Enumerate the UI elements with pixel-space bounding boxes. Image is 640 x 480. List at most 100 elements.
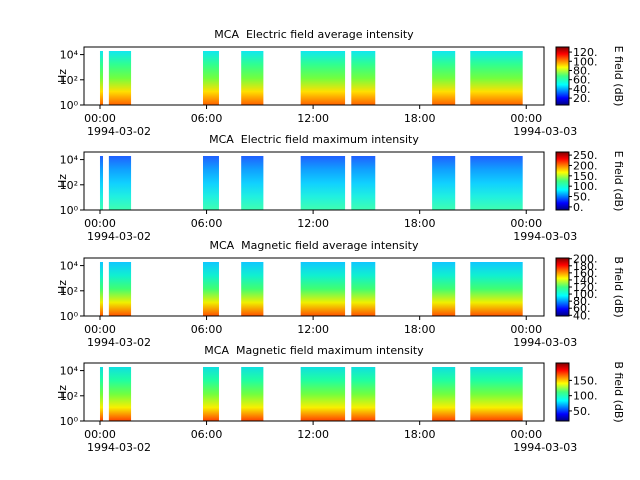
spectrogram-segment bbox=[432, 51, 456, 105]
spectrogram-segment bbox=[241, 262, 264, 316]
y-axis-label: Hz bbox=[56, 280, 69, 294]
colorbar-label: B field (dB) bbox=[612, 361, 625, 422]
x-tick-label: 00:00 bbox=[510, 217, 542, 230]
spectrogram-segment bbox=[99, 51, 104, 105]
x-tick-label: 00:00 bbox=[510, 112, 542, 125]
x-tick-label: 18:00 bbox=[404, 217, 436, 230]
colorbar-tick-label: 120. bbox=[573, 281, 598, 294]
colorbar-label: E field (dB) bbox=[612, 46, 625, 107]
colorbar-tick-label: 200. bbox=[573, 159, 598, 172]
panel-title: MCA Electric field maximum intensity bbox=[209, 133, 419, 146]
x-date-label: 1994-03-03 bbox=[513, 230, 577, 243]
spectrogram-segment bbox=[470, 367, 523, 421]
colorbar-tick-label: 50. bbox=[573, 191, 591, 204]
colorbar-tick-label: 100. bbox=[573, 288, 598, 301]
colorbar-tick-label: 180. bbox=[573, 260, 598, 273]
spectrogram-segment bbox=[300, 156, 346, 210]
spectrogram-segment bbox=[99, 262, 104, 316]
x-tick-label: 12:00 bbox=[297, 217, 329, 230]
x-date-label: 1994-03-02 bbox=[87, 230, 151, 243]
spectrogram-segment bbox=[99, 367, 104, 421]
y-tick-label: 10² bbox=[60, 285, 78, 298]
colorbar-frame bbox=[555, 151, 570, 211]
x-tick-label: 06:00 bbox=[191, 323, 223, 336]
y-tick-label: 10⁰ bbox=[60, 204, 79, 217]
colorbar-tick-label: 50. bbox=[573, 405, 591, 418]
colorbar bbox=[556, 363, 569, 421]
colorbar-tick-label: 20. bbox=[573, 92, 591, 105]
colorbar-tick-label: 100. bbox=[573, 55, 598, 68]
x-tick-label: 00:00 bbox=[84, 428, 116, 441]
x-date-label: 1994-03-02 bbox=[87, 441, 151, 454]
colorbar-tick-label: 250. bbox=[573, 149, 598, 162]
colorbar-tick-label: 200. bbox=[573, 253, 598, 266]
spectrogram-segment bbox=[351, 367, 376, 421]
x-date-label: 1994-03-03 bbox=[513, 441, 577, 454]
panel-title: MCA Magnetic field maximum intensity bbox=[204, 344, 424, 357]
colorbar-tick-label: 160. bbox=[573, 267, 598, 280]
spectrogram-segment bbox=[108, 51, 132, 105]
panel-title: MCA Electric field average intensity bbox=[214, 28, 414, 41]
spectrogram-segment bbox=[351, 262, 376, 316]
spectrogram-segment bbox=[241, 51, 264, 105]
axes-frame bbox=[83, 151, 545, 211]
y-tick-label: 10² bbox=[60, 179, 78, 192]
spectrogram-segment bbox=[300, 367, 346, 421]
colorbar-frame bbox=[555, 46, 570, 106]
spectrogram-segment bbox=[202, 51, 219, 105]
y-tick-label: 10⁴ bbox=[60, 365, 79, 378]
axes-frame bbox=[83, 257, 545, 317]
spectrogram-segment bbox=[202, 367, 219, 421]
colorbar-tick-label: 40. bbox=[573, 309, 591, 322]
colorbar-tick-label: 100. bbox=[573, 390, 598, 403]
spectrogram-segment bbox=[351, 51, 376, 105]
x-tick-label: 06:00 bbox=[191, 217, 223, 230]
x-tick-label: 06:00 bbox=[191, 428, 223, 441]
axes-frame bbox=[83, 46, 545, 106]
spectrogram-segment bbox=[202, 156, 219, 210]
colorbar-tick-label: 40. bbox=[573, 83, 591, 96]
x-tick-label: 00:00 bbox=[510, 323, 542, 336]
colorbar-frame bbox=[555, 362, 570, 422]
colorbar bbox=[556, 47, 569, 105]
x-tick-label: 00:00 bbox=[84, 323, 116, 336]
spectrogram-segment bbox=[108, 367, 132, 421]
y-tick-label: 10⁰ bbox=[60, 415, 79, 428]
y-axis-label: Hz bbox=[56, 69, 69, 83]
y-axis-label: Hz bbox=[56, 385, 69, 399]
spectrogram-segment bbox=[241, 156, 264, 210]
x-date-label: 1994-03-03 bbox=[513, 336, 577, 349]
y-tick-label: 10² bbox=[60, 74, 78, 87]
colorbar-label: B field (dB) bbox=[612, 256, 625, 317]
colorbar-tick-label: 100. bbox=[573, 180, 598, 193]
colorbar-tick-label: 150. bbox=[573, 374, 598, 387]
colorbar-tick-label: 0. bbox=[573, 201, 584, 214]
colorbar-label: E field (dB) bbox=[612, 151, 625, 212]
panel-title: MCA Magnetic field average intensity bbox=[209, 239, 418, 252]
colorbar-tick-label: 140. bbox=[573, 274, 598, 287]
y-tick-label: 10⁰ bbox=[60, 99, 79, 112]
x-tick-label: 06:00 bbox=[191, 112, 223, 125]
spectrogram-segment bbox=[432, 367, 456, 421]
y-tick-label: 10⁴ bbox=[60, 49, 79, 62]
x-tick-label: 18:00 bbox=[404, 323, 436, 336]
spectrogram-segment bbox=[470, 156, 523, 210]
colorbar-tick-label: 80. bbox=[573, 295, 591, 308]
x-tick-label: 12:00 bbox=[297, 323, 329, 336]
x-tick-label: 00:00 bbox=[84, 217, 116, 230]
spectrogram-segment bbox=[432, 156, 456, 210]
x-tick-label: 00:00 bbox=[510, 428, 542, 441]
x-tick-label: 00:00 bbox=[84, 112, 116, 125]
y-axis-label: Hz bbox=[56, 174, 69, 188]
x-date-label: 1994-03-02 bbox=[87, 336, 151, 349]
colorbar-tick-label: 80. bbox=[573, 64, 591, 77]
x-tick-label: 18:00 bbox=[404, 428, 436, 441]
y-tick-label: 10² bbox=[60, 390, 78, 403]
spectrogram-segment bbox=[470, 51, 523, 105]
x-date-label: 1994-03-02 bbox=[87, 125, 151, 138]
spectrogram-segment bbox=[300, 51, 346, 105]
colorbar bbox=[556, 152, 569, 210]
spectrogram-segment bbox=[470, 262, 523, 316]
y-tick-label: 10⁴ bbox=[60, 154, 79, 167]
x-tick-label: 12:00 bbox=[297, 112, 329, 125]
